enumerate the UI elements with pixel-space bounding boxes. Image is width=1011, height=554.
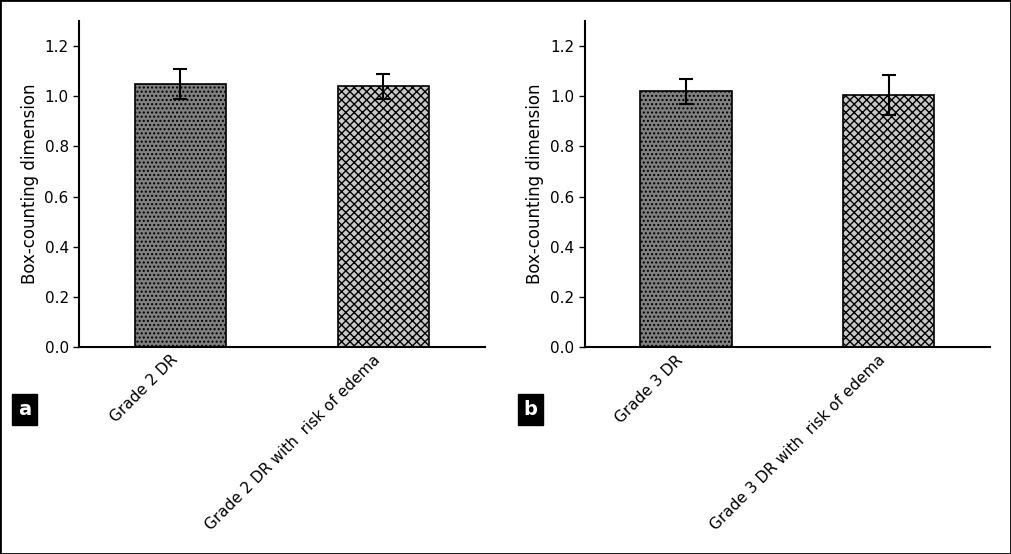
Bar — [338, 86, 429, 347]
Bar — [134, 84, 226, 347]
Text: b: b — [524, 401, 538, 419]
Bar — [640, 91, 732, 347]
Y-axis label: Box-counting dimension: Box-counting dimension — [21, 84, 38, 284]
Text: a: a — [18, 401, 31, 419]
Y-axis label: Box-counting dimension: Box-counting dimension — [527, 84, 544, 284]
Bar — [843, 95, 934, 347]
